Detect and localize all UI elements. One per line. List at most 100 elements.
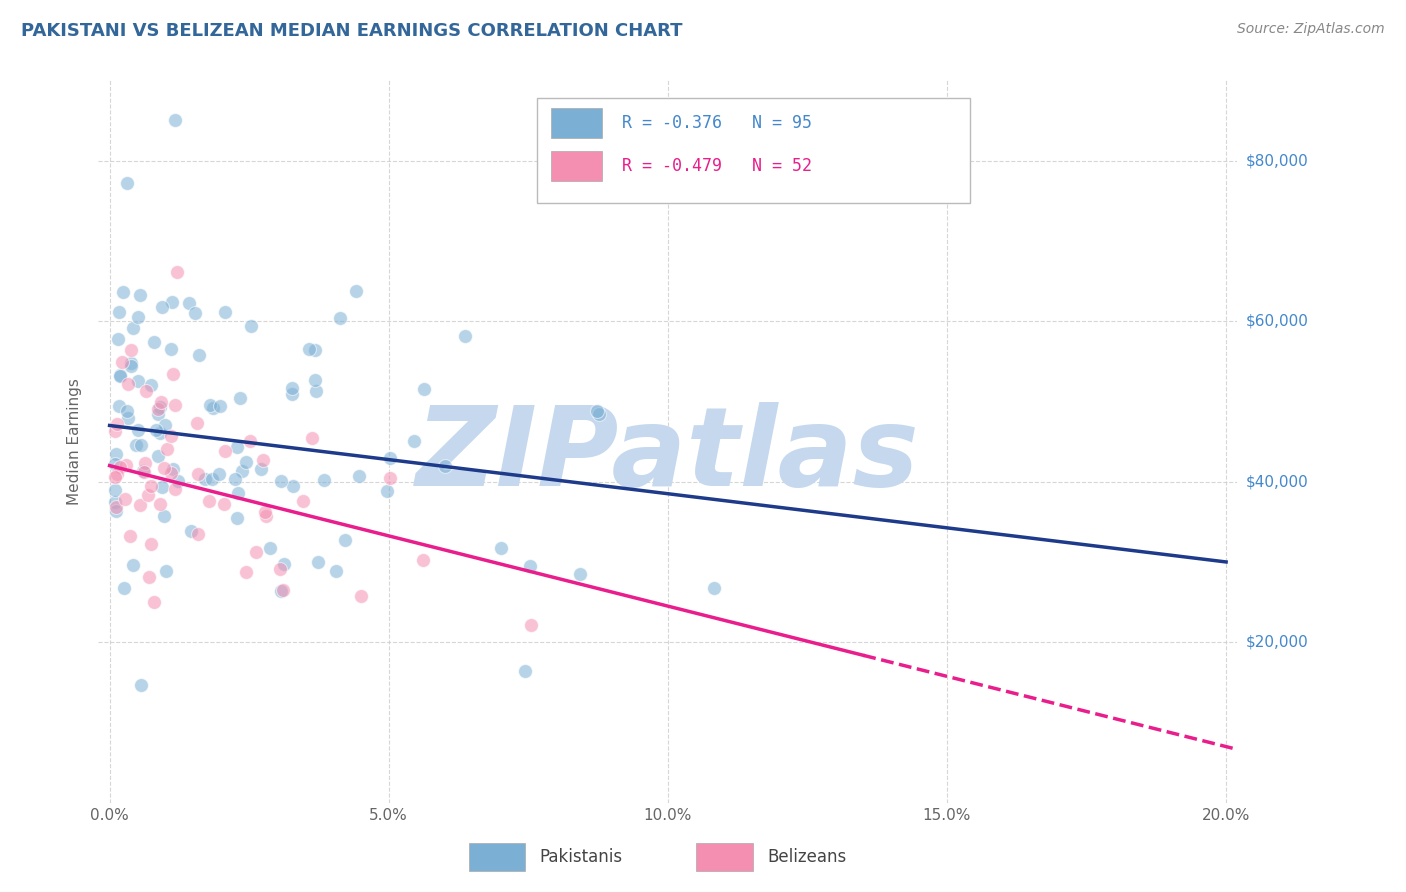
Point [153,508,176,523]
Point [163,482,186,496]
Point [150,480,173,494]
Point [115,458,138,472]
Point [202,401,225,415]
Point [134,456,156,470]
Point [187,348,209,362]
Point [110,368,132,383]
Point [107,333,129,347]
Point [117,376,139,391]
Text: Source: ZipAtlas.com: Source: ZipAtlas.com [1237,22,1385,37]
Point [197,493,219,508]
Point [105,504,128,518]
Point [180,524,202,538]
Point [129,288,152,302]
Point [201,472,224,486]
Point [350,589,373,603]
Point [250,462,273,476]
Point [165,113,187,128]
Point [239,434,262,448]
Point [129,438,152,452]
Point [136,488,159,502]
Point [413,383,436,397]
Point [110,369,132,384]
Point [245,545,267,559]
FancyBboxPatch shape [468,843,526,871]
Point [138,570,160,584]
Point [208,467,231,481]
Point [112,582,135,596]
Point [186,417,208,431]
Point [104,457,127,471]
Point [305,384,328,398]
Point [404,434,426,448]
Point [183,306,205,320]
Point [120,356,142,370]
Point [235,455,257,469]
Point [301,431,323,445]
Point [122,558,145,572]
Point [519,558,541,573]
Point [325,564,347,578]
Point [254,508,277,523]
Point [375,483,398,498]
Point [114,492,136,507]
FancyBboxPatch shape [551,151,602,181]
Point [412,553,434,567]
Point [127,423,149,437]
Text: $60,000: $60,000 [1246,314,1309,328]
Point [145,423,167,437]
Point [231,465,253,479]
Point [139,479,162,493]
Point [214,497,236,511]
Point [127,374,149,388]
Point [226,440,249,454]
Point [380,450,402,465]
Point [225,511,247,525]
Point [141,377,163,392]
Point [159,429,181,443]
Point [162,461,184,475]
Point [454,328,477,343]
Point [187,467,209,481]
Point [120,528,142,542]
Point [129,498,152,512]
Point [433,458,456,473]
Text: Belizeans: Belizeans [766,848,846,866]
Text: R = -0.479   N = 52: R = -0.479 N = 52 [623,157,813,175]
Point [120,359,142,373]
Point [167,475,190,489]
Y-axis label: Median Earnings: Median Earnings [67,378,83,505]
Point [104,483,127,497]
Point [307,555,329,569]
Point [314,473,336,487]
Point [129,678,152,692]
Point [111,285,134,299]
Point [162,367,184,381]
Point [146,449,169,463]
Point [347,469,370,483]
Point [281,387,304,401]
Point [586,404,609,418]
Point [142,334,165,349]
Point [132,464,155,478]
Point [149,497,172,511]
Text: $80,000: $80,000 [1246,153,1309,168]
Point [111,355,134,369]
Point [270,474,292,488]
Point [489,541,512,555]
Point [149,395,172,409]
Point [142,594,165,608]
Point [155,564,177,578]
FancyBboxPatch shape [537,98,970,203]
Point [194,472,217,486]
Text: $20,000: $20,000 [1246,635,1309,649]
Point [214,444,236,458]
Point [281,381,304,395]
Point [291,494,314,508]
Point [270,583,292,598]
Text: ZIPatlas: ZIPatlas [416,402,920,509]
Point [105,417,128,432]
Point [165,399,187,413]
Point [105,500,128,514]
Point [588,407,610,421]
